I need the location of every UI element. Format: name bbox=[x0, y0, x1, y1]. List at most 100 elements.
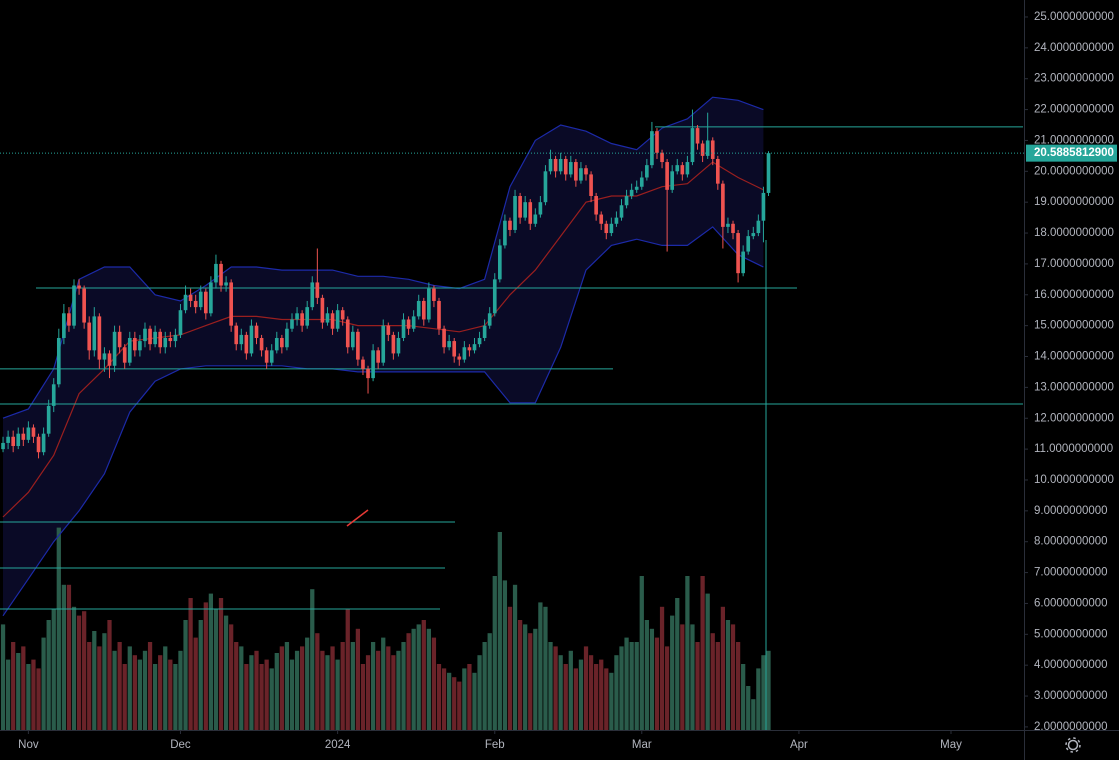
candle-body bbox=[72, 285, 76, 326]
candle-body bbox=[396, 337, 401, 354]
volume-bar bbox=[629, 642, 634, 730]
volume-bar bbox=[31, 659, 36, 730]
volume-bar bbox=[234, 642, 239, 730]
volume-bar bbox=[649, 628, 655, 730]
volume-bar bbox=[183, 620, 188, 730]
band-upper bbox=[2, 96, 764, 419]
candle-body bbox=[462, 347, 467, 360]
candle-body bbox=[325, 313, 330, 323]
candle-body bbox=[579, 168, 583, 181]
volume-bar bbox=[376, 650, 381, 730]
candle-body bbox=[553, 158, 558, 172]
x-tick-label: Nov bbox=[18, 739, 39, 751]
volume-bar bbox=[0, 624, 6, 730]
candle-body bbox=[715, 158, 720, 184]
candle-body bbox=[143, 328, 147, 342]
volume-bar bbox=[411, 628, 416, 730]
x-tick-label: 2024 bbox=[325, 739, 351, 751]
candle-body bbox=[330, 313, 335, 329]
candle-body bbox=[102, 353, 107, 360]
candle-body bbox=[203, 291, 208, 314]
candle-body bbox=[133, 337, 137, 351]
volume-bar bbox=[725, 620, 731, 730]
volume-bar bbox=[609, 672, 614, 730]
settings-icon[interactable] bbox=[1065, 737, 1081, 753]
candle-body bbox=[371, 350, 375, 379]
y-tick-label: 5.0000000000 bbox=[1034, 628, 1108, 640]
candle-body bbox=[690, 128, 695, 163]
volume-bar bbox=[203, 602, 208, 730]
volume-bar bbox=[700, 576, 705, 730]
y-tick-label: 3.0000000000 bbox=[1034, 690, 1108, 702]
y-tick-label: 6.0000000000 bbox=[1034, 597, 1108, 609]
volume-bar bbox=[310, 589, 315, 730]
volume-bar bbox=[548, 642, 553, 730]
y-tick-label: 11.0000000000 bbox=[1034, 443, 1113, 455]
volume-bar bbox=[730, 624, 736, 730]
candle-body bbox=[280, 337, 284, 348]
candle-body bbox=[614, 217, 619, 224]
volume-bar bbox=[147, 642, 153, 730]
candle-body bbox=[67, 313, 71, 326]
volume-bar bbox=[365, 655, 371, 730]
volume-bar bbox=[462, 668, 467, 730]
candle-body bbox=[421, 300, 426, 320]
volume-bar bbox=[198, 620, 203, 730]
volume-bar bbox=[173, 664, 178, 730]
candle-body bbox=[548, 158, 553, 172]
volume-bar bbox=[705, 593, 710, 730]
last-price-label: 20.5885812900 bbox=[1034, 147, 1114, 159]
settings-gear[interactable] bbox=[1067, 739, 1079, 751]
volume-bar bbox=[426, 628, 431, 730]
x-tick-label: Feb bbox=[485, 739, 505, 751]
candle-body bbox=[538, 202, 543, 215]
candle-body bbox=[259, 337, 264, 351]
candle-body bbox=[731, 223, 735, 234]
x-tick-label: Apr bbox=[790, 739, 808, 751]
volume-bar bbox=[289, 659, 295, 730]
x-tick-label: May bbox=[940, 739, 962, 751]
candle-body bbox=[518, 196, 522, 218]
volume-bar bbox=[654, 637, 660, 730]
candle-body bbox=[655, 131, 659, 153]
candle-body bbox=[345, 319, 350, 348]
volume-bar bbox=[218, 598, 224, 730]
volume-bar bbox=[553, 646, 558, 730]
candle-body bbox=[214, 263, 218, 283]
settings-teeth[interactable] bbox=[1065, 737, 1081, 753]
candle-body bbox=[112, 331, 117, 366]
candle-body bbox=[350, 331, 355, 348]
volume-bar bbox=[573, 668, 579, 730]
candle-body bbox=[741, 251, 745, 274]
y-tick-label: 4.0000000000 bbox=[1034, 659, 1108, 671]
candle-body bbox=[381, 325, 386, 363]
candle-body bbox=[457, 356, 462, 360]
volume-bar bbox=[381, 637, 386, 730]
candle-body bbox=[503, 220, 507, 246]
candle-body bbox=[249, 325, 254, 354]
volume-bar bbox=[751, 699, 756, 730]
candle-body bbox=[244, 334, 249, 354]
volume-bar bbox=[497, 532, 502, 730]
volume-bar bbox=[604, 668, 609, 730]
volume-bar bbox=[158, 655, 163, 730]
volume-bar bbox=[482, 642, 487, 730]
candle-body bbox=[62, 313, 66, 338]
volume-bar bbox=[41, 637, 46, 730]
candle-body bbox=[432, 288, 436, 301]
candle-body bbox=[568, 162, 573, 175]
candle-body bbox=[264, 350, 269, 363]
volume-bar bbox=[330, 646, 335, 730]
candle-body bbox=[710, 140, 715, 159]
candle-body bbox=[6, 436, 10, 443]
candle-body bbox=[523, 202, 528, 218]
candle-body bbox=[290, 319, 294, 329]
y-tick-label: 24.0000000000 bbox=[1034, 42, 1114, 54]
volume-bar bbox=[614, 655, 619, 730]
y-tick-label: 8.0000000000 bbox=[1034, 536, 1108, 548]
volume-bar bbox=[634, 642, 639, 730]
candle-body bbox=[26, 427, 31, 440]
volume-bar bbox=[594, 664, 599, 730]
